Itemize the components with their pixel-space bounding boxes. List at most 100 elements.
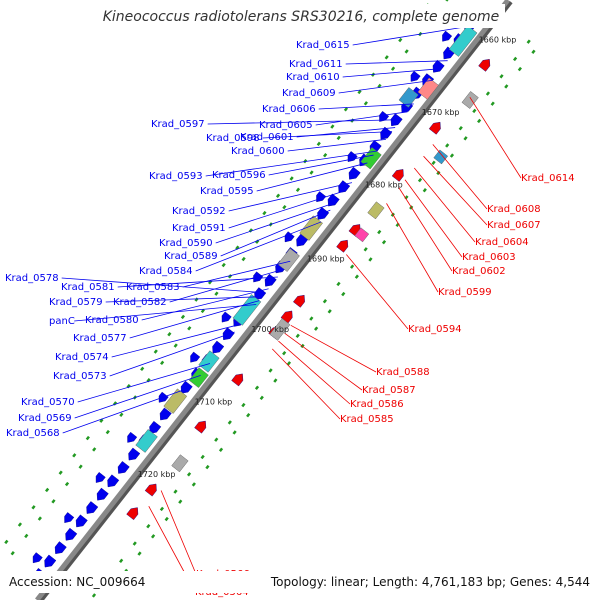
forward-gene-arrow <box>264 273 277 287</box>
frame-dot <box>490 101 495 106</box>
reverse-gene-label[interactable]: Krad_0594 <box>408 324 462 335</box>
frame-dot <box>499 74 504 79</box>
forward-gene-arrow <box>379 110 390 122</box>
forward-gene-label[interactable]: Krad_0579 <box>49 297 103 308</box>
forward-gene-label[interactable]: Krad_0591 <box>172 223 226 234</box>
forward-gene-label[interactable]: Krad_0577 <box>73 333 127 344</box>
forward-gene-connector <box>215 201 337 244</box>
forward-gene-label[interactable]: Krad_0601 <box>240 132 294 143</box>
frame-dot <box>105 429 110 435</box>
forward-gene-label[interactable]: Krad_0583 <box>126 282 180 293</box>
reverse-gene-label[interactable]: Krad_0604 <box>475 237 529 248</box>
frame-dot <box>51 499 56 504</box>
frame-dot <box>151 534 156 539</box>
feature-box <box>461 91 479 109</box>
frame-dot <box>214 437 219 442</box>
reverse-gene-label[interactable]: Krad_0599 <box>438 287 492 298</box>
forward-gene-label[interactable]: Krad_0568 <box>6 428 60 439</box>
forward-gene-label[interactable]: Krad_0615 <box>296 40 350 51</box>
frame-dot <box>322 299 328 304</box>
frame-dot <box>363 247 368 252</box>
forward-gene-connector <box>315 111 408 126</box>
feature-box <box>367 201 385 220</box>
frame-dot <box>273 378 278 383</box>
frame-dot <box>227 420 232 425</box>
frame-dot <box>445 0 449 2</box>
reverse-gene-connector <box>398 187 453 272</box>
frame-dot <box>531 49 536 54</box>
frame-dot <box>472 108 477 114</box>
forward-gene-connector <box>220 209 331 257</box>
forward-gene-connector <box>268 154 374 176</box>
forward-gene-label[interactable]: Krad_0600 <box>231 146 285 157</box>
reverse-gene-arrow <box>126 507 139 521</box>
forward-gene-arrow <box>64 512 75 524</box>
forward-gene-label[interactable]: Krad_0609 <box>282 88 336 99</box>
forward-gene-label[interactable]: Krad_0605 <box>259 120 313 131</box>
forward-gene-label[interactable]: Krad_0581 <box>61 282 115 293</box>
forward-gene-label[interactable]: Krad_0582 <box>113 297 167 308</box>
forward-gene-label[interactable]: Krad_0589 <box>164 251 218 262</box>
frame-dot <box>235 245 240 250</box>
forward-gene-label[interactable]: Krad_0570 <box>21 397 75 408</box>
forward-gene-label[interactable]: Krad_0597 <box>151 119 205 130</box>
frame-dot <box>218 447 224 452</box>
reverse-gene-label[interactable]: Krad_0588 <box>376 367 430 378</box>
frame-dot <box>504 84 509 89</box>
frame-dot <box>132 541 137 546</box>
forward-gene-label[interactable]: Krad_0574 <box>55 352 109 363</box>
reverse-gene-connector <box>271 348 341 420</box>
forward-gene-label[interactable]: Krad_0596 <box>212 170 266 181</box>
genome-backbone <box>35 0 513 600</box>
forward-gene-label[interactable]: Krad_0569 <box>18 413 72 424</box>
frame-dot <box>45 487 50 493</box>
forward-gene-label[interactable]: Krad_0584 <box>139 266 193 277</box>
frame-dot <box>384 55 389 60</box>
reverse-gene-label[interactable]: Krad_0587 <box>362 385 416 396</box>
forward-gene-connector <box>256 162 368 192</box>
frame-dot <box>449 153 455 158</box>
reverse-gene-connector <box>346 254 409 330</box>
forward-gene-arrow <box>75 514 88 528</box>
reverse-gene-label[interactable]: Krad_0602 <box>452 266 506 277</box>
forward-gene-arrow <box>190 351 201 363</box>
reverse-gene-label[interactable]: Krad_0614 <box>521 173 575 184</box>
forward-gene-arrow <box>222 327 235 341</box>
forward-gene-label[interactable]: Krad_0595 <box>200 186 254 197</box>
forward-gene-connector <box>62 386 192 434</box>
frame-dot <box>254 385 260 390</box>
reverse-gene-label[interactable]: Krad_0608 <box>487 204 541 215</box>
forward-gene-label[interactable]: Krad_0590 <box>159 238 213 249</box>
reverse-gene-label[interactable]: Krad_0585 <box>340 414 394 425</box>
feature-box <box>171 454 189 473</box>
frame-dot <box>349 264 355 269</box>
frame-dot <box>17 522 23 527</box>
forward-gene-connector <box>74 304 257 322</box>
frame-dot <box>140 366 145 372</box>
forward-gene-label[interactable]: Krad_0580 <box>85 315 139 326</box>
frame-dot <box>354 274 359 279</box>
forward-gene-label[interactable]: Krad_0611 <box>289 59 343 70</box>
forward-gene-label[interactable]: panC <box>49 316 75 327</box>
reverse-gene-arrow <box>194 420 207 434</box>
forward-gene-label[interactable]: Krad_0592 <box>172 206 226 217</box>
forward-gene-label[interactable]: Krad_0593 <box>149 171 203 182</box>
reverse-gene-label[interactable]: Krad_0607 <box>487 220 541 231</box>
forward-gene-label[interactable]: Krad_0606 <box>262 104 316 115</box>
reverse-gene-label[interactable]: Krad_0603 <box>462 252 516 263</box>
forward-gene-label[interactable]: Krad_0598 <box>206 133 260 144</box>
forward-gene-connector <box>129 300 260 339</box>
reverse-gene-arrow <box>293 294 305 308</box>
forward-gene-connector <box>287 138 386 152</box>
forward-gene-arrow <box>180 380 193 394</box>
frame-dot <box>178 499 183 504</box>
reverse-gene-label[interactable]: Krad_0586 <box>350 399 404 410</box>
forward-gene-label[interactable]: Krad_0578 <box>5 273 59 284</box>
title-backdrop <box>95 4 505 28</box>
forward-gene-label[interactable]: Krad_0573 <box>53 371 107 382</box>
forward-gene-label[interactable]: Krad_0610 <box>286 72 340 83</box>
label-connectors <box>61 24 522 593</box>
frame-dot <box>221 262 226 268</box>
forward-gene-arrow <box>86 501 99 514</box>
frame-dot <box>72 453 77 458</box>
